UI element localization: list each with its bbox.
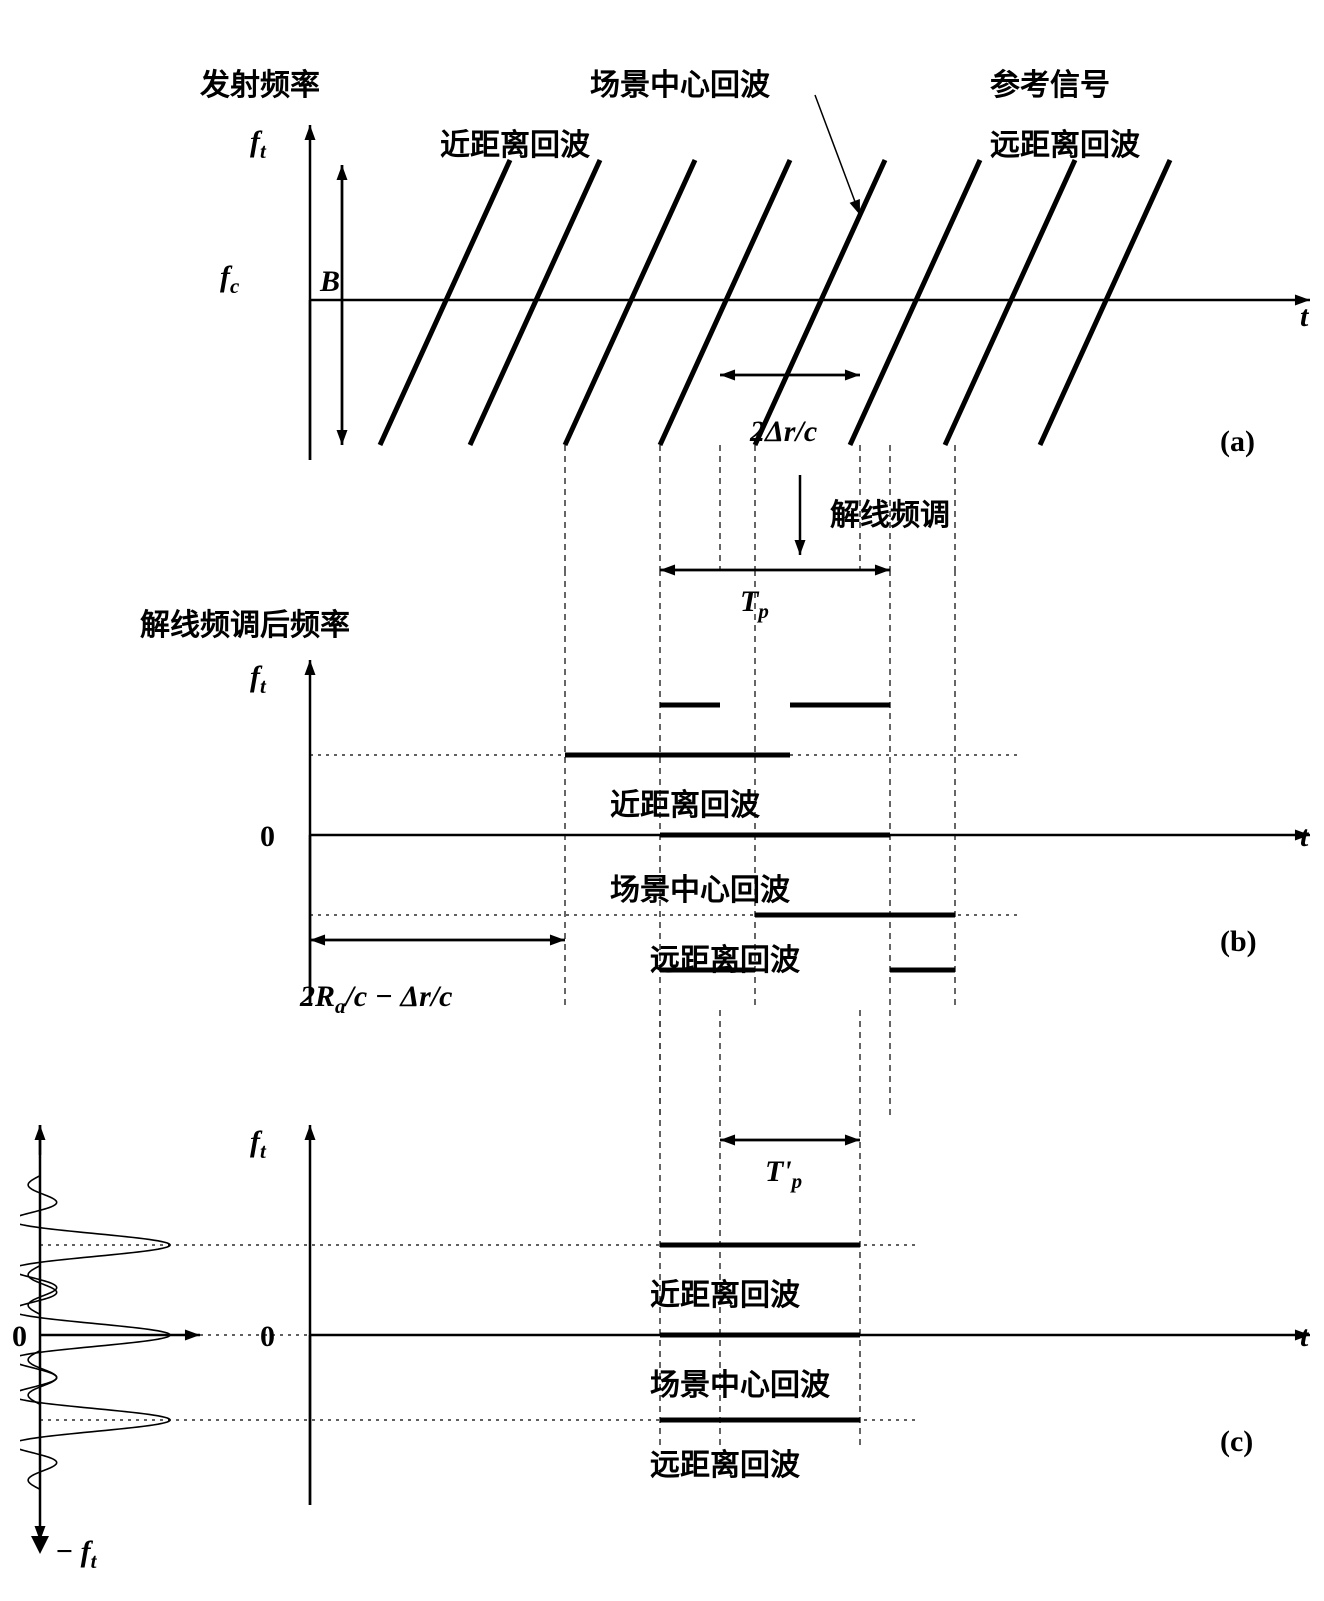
y-axis-label-b: ft xyxy=(250,660,266,699)
panel-c-return-2: 远距离回波 xyxy=(650,1440,800,1484)
panel-a-marker: (a) xyxy=(1220,425,1255,459)
x-axis-label-b: t xyxy=(1300,820,1308,854)
x-axis-label-c: t xyxy=(1300,1320,1308,1354)
panel-c-return-0: 近距离回波 xyxy=(650,1270,800,1314)
fc-label: fc xyxy=(220,260,239,299)
panel-c-return-1: 场景中心回波 xyxy=(650,1360,830,1404)
y-axis-label-c: ft xyxy=(250,1125,266,1164)
panel-b-title: 解线频调后频率 xyxy=(140,600,350,644)
panel-a-toplabel-0: 场景中心回波 xyxy=(590,60,770,104)
Tp-label: Tp xyxy=(740,585,769,624)
zero-label-b: 0 xyxy=(260,820,275,854)
panel-b-return-0: 近距离回波 xyxy=(610,780,760,824)
panel-b-return-1: 场景中心回波 xyxy=(610,865,790,909)
panel-b-return-2: 远距离回波 xyxy=(650,935,800,979)
Ra-label: 2Ra/c − Δr/c xyxy=(300,980,452,1019)
x-axis-label-a: t xyxy=(1300,300,1308,334)
neg-ft-label: − ft xyxy=(55,1535,97,1574)
figure-container: 发射频率场景中心回波参考信号近距离回波远距离回波fttfcB2Δr/c解线频调(… xyxy=(20,20,1324,1581)
panel-a-toplabel-2: 近距离回波 xyxy=(440,120,590,164)
panel-a-toplabel-3: 远距离回波 xyxy=(990,120,1140,164)
dechirp-label: 解线频调 xyxy=(830,490,950,534)
sinc-zero-label: 0 xyxy=(12,1320,27,1354)
dr-label: 2Δr/c xyxy=(750,415,817,449)
panel-c-marker: (c) xyxy=(1220,1425,1253,1459)
zero-label-c: 0 xyxy=(260,1320,275,1354)
panel-b-marker: (b) xyxy=(1220,925,1257,959)
panel-a-toplabel-1: 参考信号 xyxy=(990,60,1110,104)
Tp2-label: T'p xyxy=(765,1155,802,1194)
panel-a-title: 发射频率 xyxy=(200,60,320,104)
B-label: B xyxy=(320,265,340,299)
y-axis-label-a: ft xyxy=(250,125,266,164)
